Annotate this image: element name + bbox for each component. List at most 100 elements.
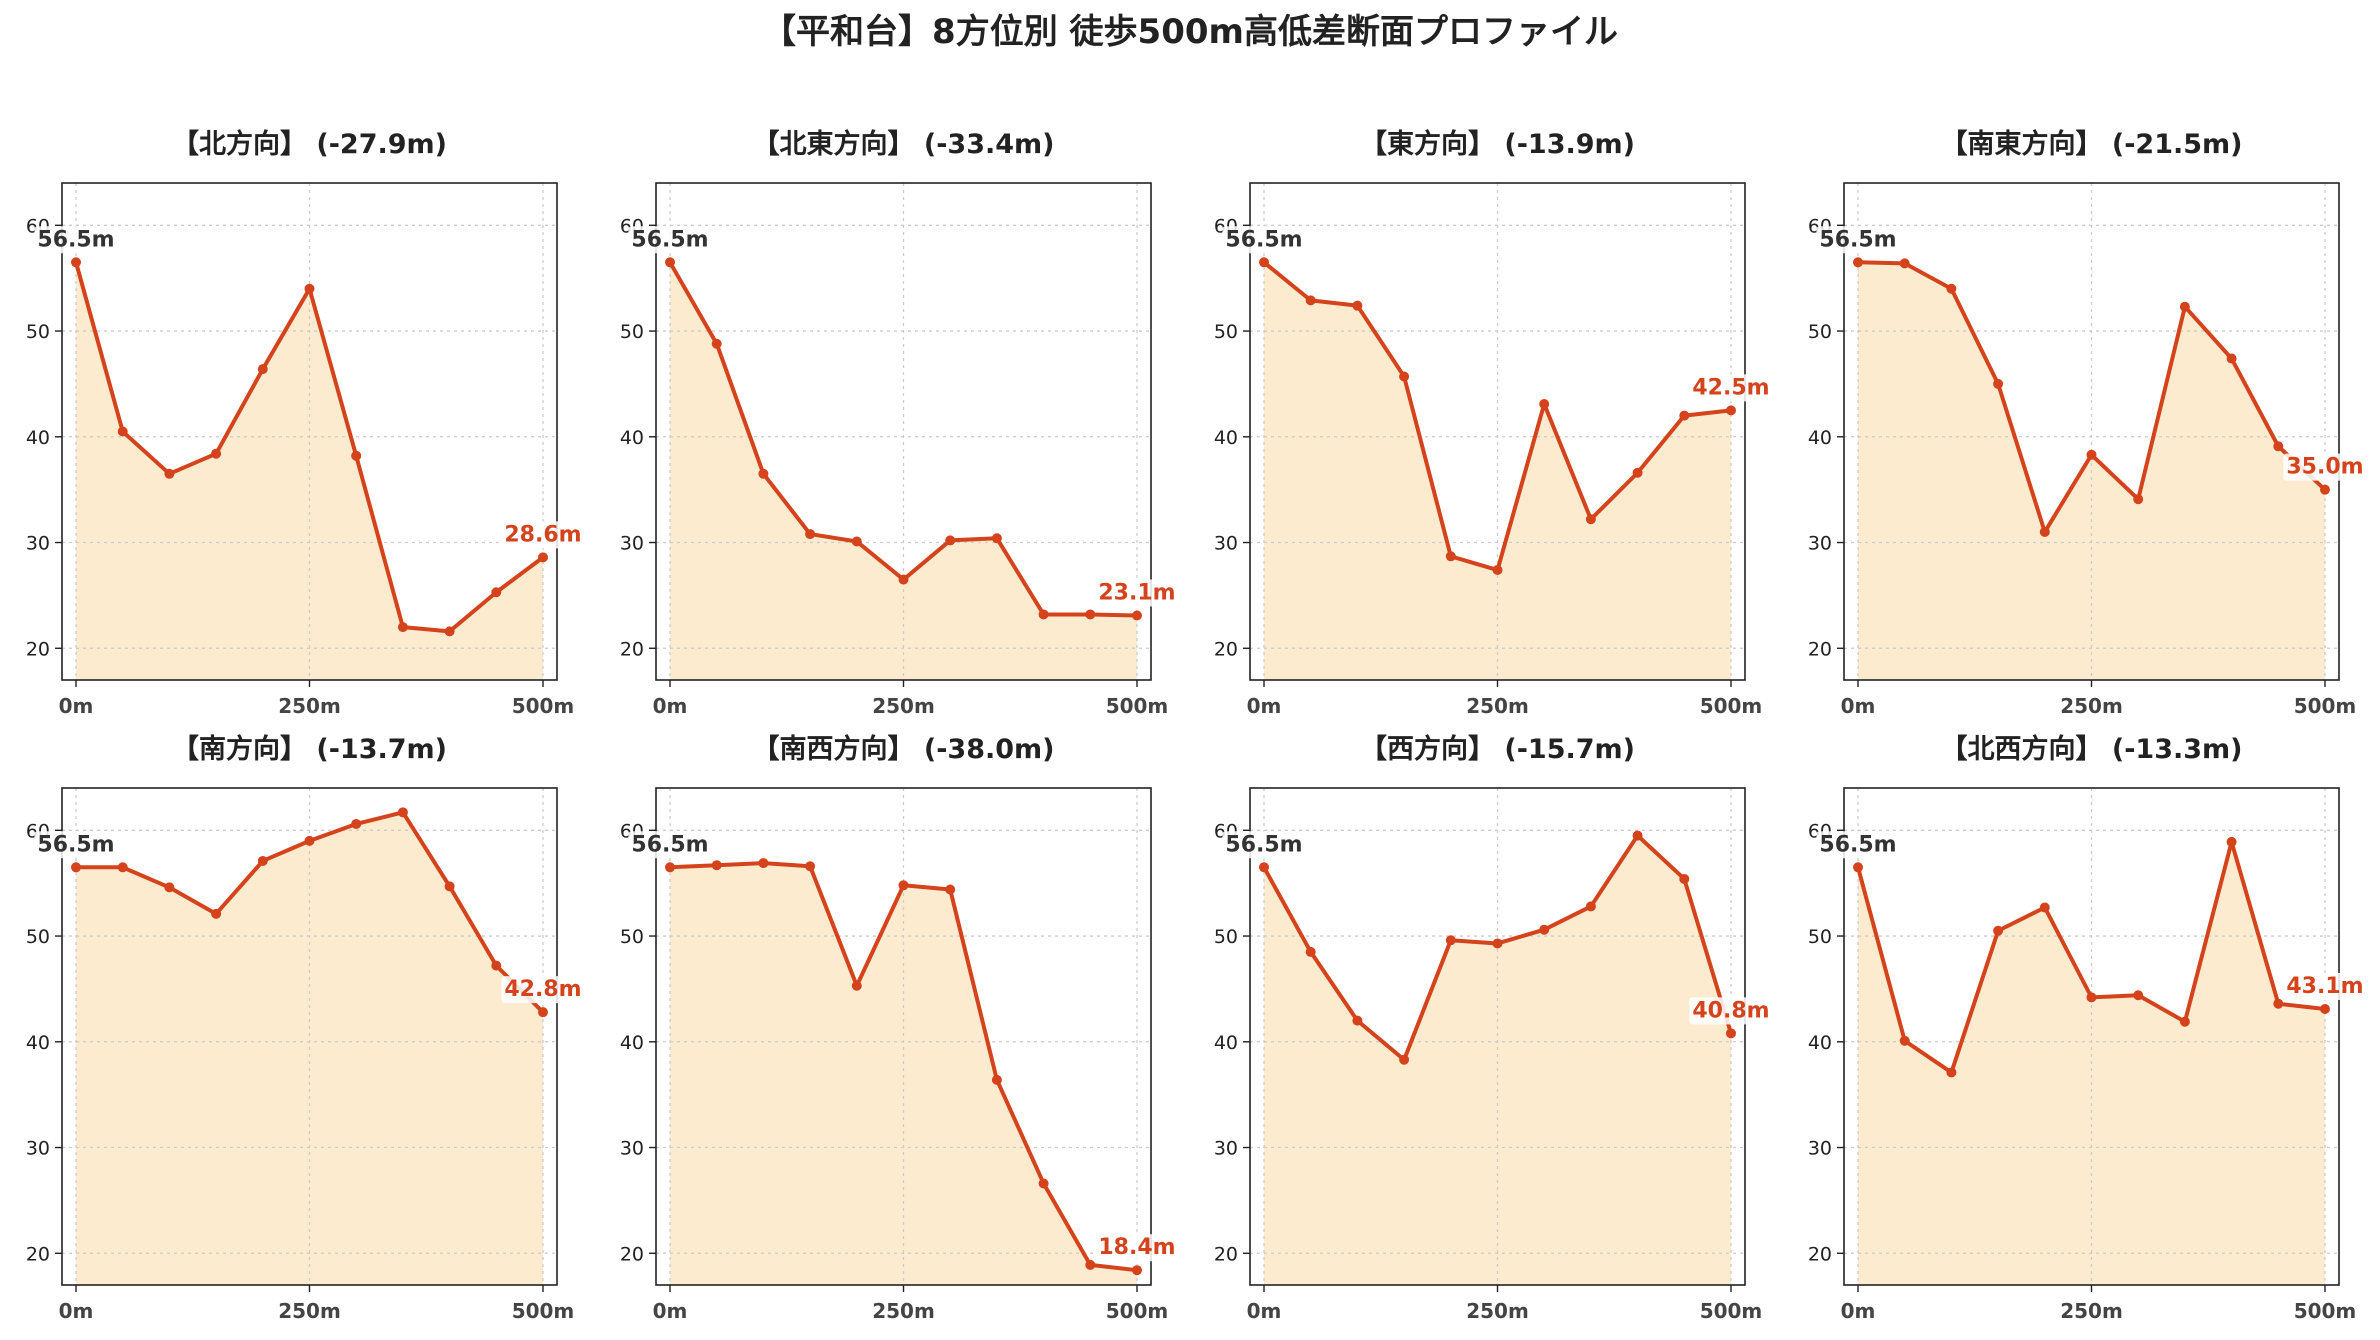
data-point <box>898 880 909 891</box>
start-label-bg <box>628 226 712 254</box>
y-tick-label: 30 <box>26 533 50 555</box>
start-value-label: 56.5m <box>37 832 114 857</box>
start-label-bg <box>628 831 712 859</box>
x-tick-label: 250m <box>872 694 935 718</box>
data-point <box>444 881 455 892</box>
x-tick-label: 500m <box>1106 694 1169 718</box>
y-tick-label: 40 <box>26 1032 50 1054</box>
start-label-bg <box>1816 226 1900 254</box>
x-tick-label: 250m <box>2060 1299 2123 1323</box>
area-fill <box>670 863 1137 1285</box>
data-point <box>2226 836 2237 847</box>
data-point <box>1853 862 1864 873</box>
y-tick-label: 20 <box>1808 638 1832 660</box>
data-point <box>1492 565 1503 576</box>
data-point <box>945 535 956 546</box>
data-point <box>2179 301 2190 312</box>
data-point <box>351 450 362 461</box>
data-point <box>711 338 722 349</box>
data-point <box>2039 526 2050 537</box>
data-point <box>1305 946 1316 957</box>
end-label-bg <box>501 976 585 1004</box>
y-tick-label: 20 <box>1214 638 1238 660</box>
data-point <box>2086 992 2097 1003</box>
y-tick-label: 50 <box>1214 321 1238 343</box>
data-point <box>304 835 315 846</box>
main-title: 【平和台】8方位別 徒歩500m高低差断面プロファイル <box>762 12 1618 52</box>
data-point <box>2133 494 2144 505</box>
data-point <box>851 980 862 991</box>
panel-title: 【北東方向】 (-33.4m) <box>752 128 1054 160</box>
start-label-bg <box>1222 226 1306 254</box>
data-point <box>1539 924 1550 935</box>
y-tick-label: 50 <box>1808 321 1832 343</box>
y-tick-label: 50 <box>620 321 644 343</box>
start-value-label: 56.5m <box>631 227 708 252</box>
data-point <box>851 536 862 547</box>
data-point <box>1899 258 1910 269</box>
end-label-bg <box>1095 1234 1179 1262</box>
area-fill <box>1264 262 1731 680</box>
data-point <box>1445 551 1456 562</box>
y-tick-label: 20 <box>1214 1243 1238 1265</box>
data-point <box>1399 371 1410 382</box>
y-tick-label: 20 <box>26 638 50 660</box>
data-point <box>2226 353 2237 364</box>
data-point <box>537 1007 548 1018</box>
area-fill <box>1264 835 1731 1285</box>
data-point <box>2319 484 2330 495</box>
data-point <box>1853 257 1864 268</box>
end-label-bg <box>1689 374 1773 402</box>
data-point <box>491 960 502 971</box>
y-tick-label: 30 <box>1808 533 1832 555</box>
data-point <box>164 468 175 479</box>
data-point <box>1632 467 1643 478</box>
x-tick-label: 0m <box>1247 694 1282 718</box>
data-point <box>1399 1054 1410 1065</box>
data-point <box>1585 901 1596 912</box>
end-label-bg <box>1095 579 1179 607</box>
y-tick-label: 40 <box>620 1032 644 1054</box>
data-point <box>711 860 722 871</box>
data-point <box>1993 378 2004 389</box>
end-label-bg <box>501 521 585 549</box>
panel-title: 【南東方向】 (-21.5m) <box>1940 128 2242 160</box>
panel-title: 【北方向】 (-27.9m) <box>172 128 447 160</box>
data-point <box>211 908 222 919</box>
start-value-label: 56.5m <box>1225 832 1302 857</box>
start-value-label: 56.5m <box>37 227 114 252</box>
start-label-bg <box>1222 831 1306 859</box>
x-tick-label: 500m <box>1700 1299 1763 1323</box>
data-point <box>304 283 315 294</box>
data-point <box>257 855 268 866</box>
data-point <box>1585 514 1596 525</box>
data-point <box>1259 862 1270 873</box>
start-label-bg <box>34 226 118 254</box>
y-tick-label: 40 <box>26 427 50 449</box>
y-tick-label: 30 <box>26 1138 50 1160</box>
data-point <box>71 862 82 873</box>
data-point <box>2039 902 2050 913</box>
area-fill <box>670 262 1137 680</box>
x-tick-label: 250m <box>2060 694 2123 718</box>
data-point <box>397 807 408 818</box>
data-point <box>351 818 362 829</box>
x-tick-label: 0m <box>1841 694 1876 718</box>
y-tick-label: 40 <box>1808 427 1832 449</box>
end-value-label: 35.0m <box>2286 455 2363 480</box>
data-point <box>1946 1067 1957 1078</box>
y-tick-label: 40 <box>1214 1032 1238 1054</box>
data-point <box>2273 998 2284 1009</box>
data-point <box>1946 283 1957 294</box>
y-tick-label: 40 <box>1214 427 1238 449</box>
end-label-bg <box>2283 973 2367 1001</box>
end-value-label: 23.1m <box>1098 580 1175 605</box>
x-tick-label: 500m <box>512 694 575 718</box>
data-point <box>71 257 82 268</box>
y-tick-label: 50 <box>26 926 50 948</box>
